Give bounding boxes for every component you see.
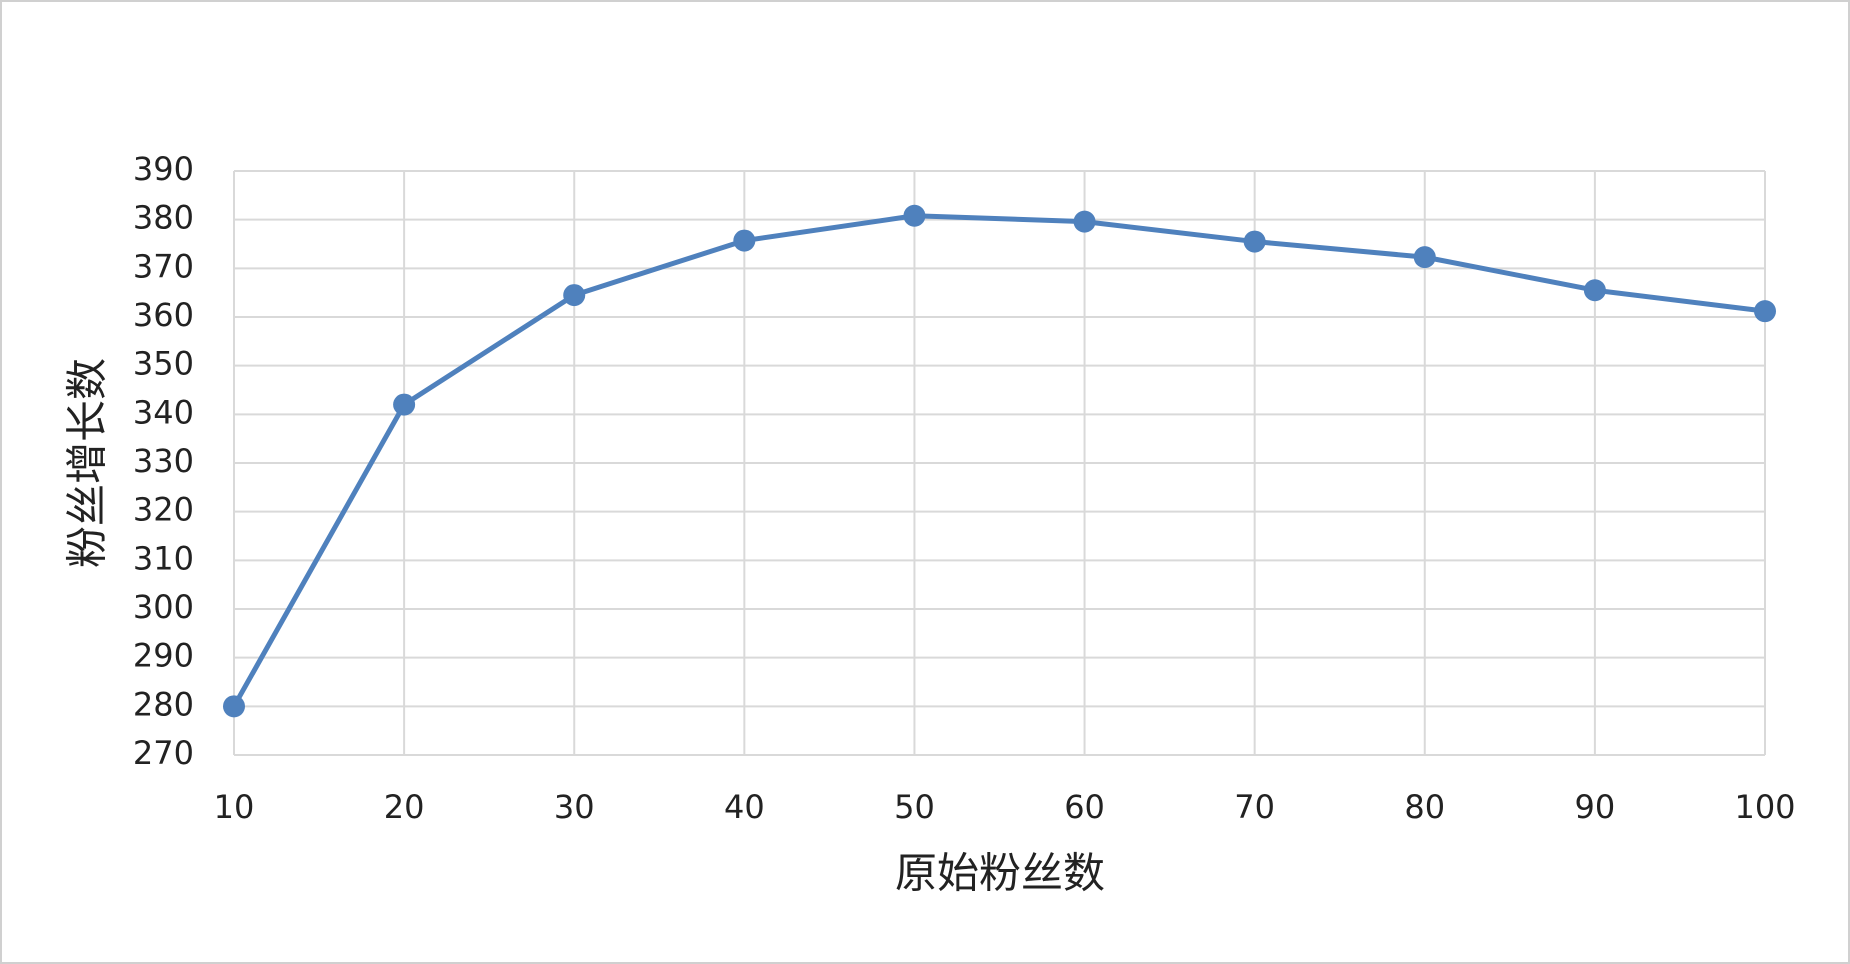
x-tick-label: 100 [1734, 788, 1795, 826]
point [223, 695, 245, 718]
y-tick-label: 350 [133, 345, 194, 383]
point [1073, 210, 1096, 233]
point [1413, 246, 1436, 269]
y-tick-label: 290 [133, 637, 194, 675]
x-tick-label: 30 [554, 788, 595, 826]
x-tick-label: 50 [894, 788, 935, 826]
y-tick-label: 280 [133, 685, 194, 723]
series-line [231, 213, 1766, 708]
y-tick-label: 300 [133, 588, 194, 626]
x-tick-label: 10 [214, 788, 255, 826]
x-tick-label: 20 [384, 788, 425, 826]
point [393, 393, 416, 416]
point [903, 204, 926, 227]
point [1583, 279, 1606, 302]
y-tick-label: 310 [133, 539, 194, 577]
y-tick-label: 270 [133, 734, 194, 772]
y-tick-label: 340 [133, 393, 194, 431]
point [1243, 230, 1266, 253]
y-tick-label: 370 [133, 247, 194, 285]
x-tick-label: 60 [1064, 788, 1105, 826]
y-tick-label: 320 [133, 491, 194, 529]
x-tick-label: 70 [1234, 788, 1275, 826]
y-tick-label: 380 [133, 199, 194, 237]
y-tick-label: 330 [133, 442, 194, 480]
point [1754, 300, 1776, 323]
y-tick-label: 390 [133, 150, 194, 188]
point [563, 284, 586, 307]
x-tick-label: 40 [724, 788, 765, 826]
y-axis-title: 粉丝增长数 [63, 358, 112, 568]
x-tick-label: 80 [1404, 788, 1445, 826]
point [733, 229, 756, 252]
y-tick-label: 360 [133, 296, 194, 334]
x-axis-title: 原始粉丝数 [895, 849, 1105, 898]
x-tick-label: 90 [1575, 788, 1616, 826]
